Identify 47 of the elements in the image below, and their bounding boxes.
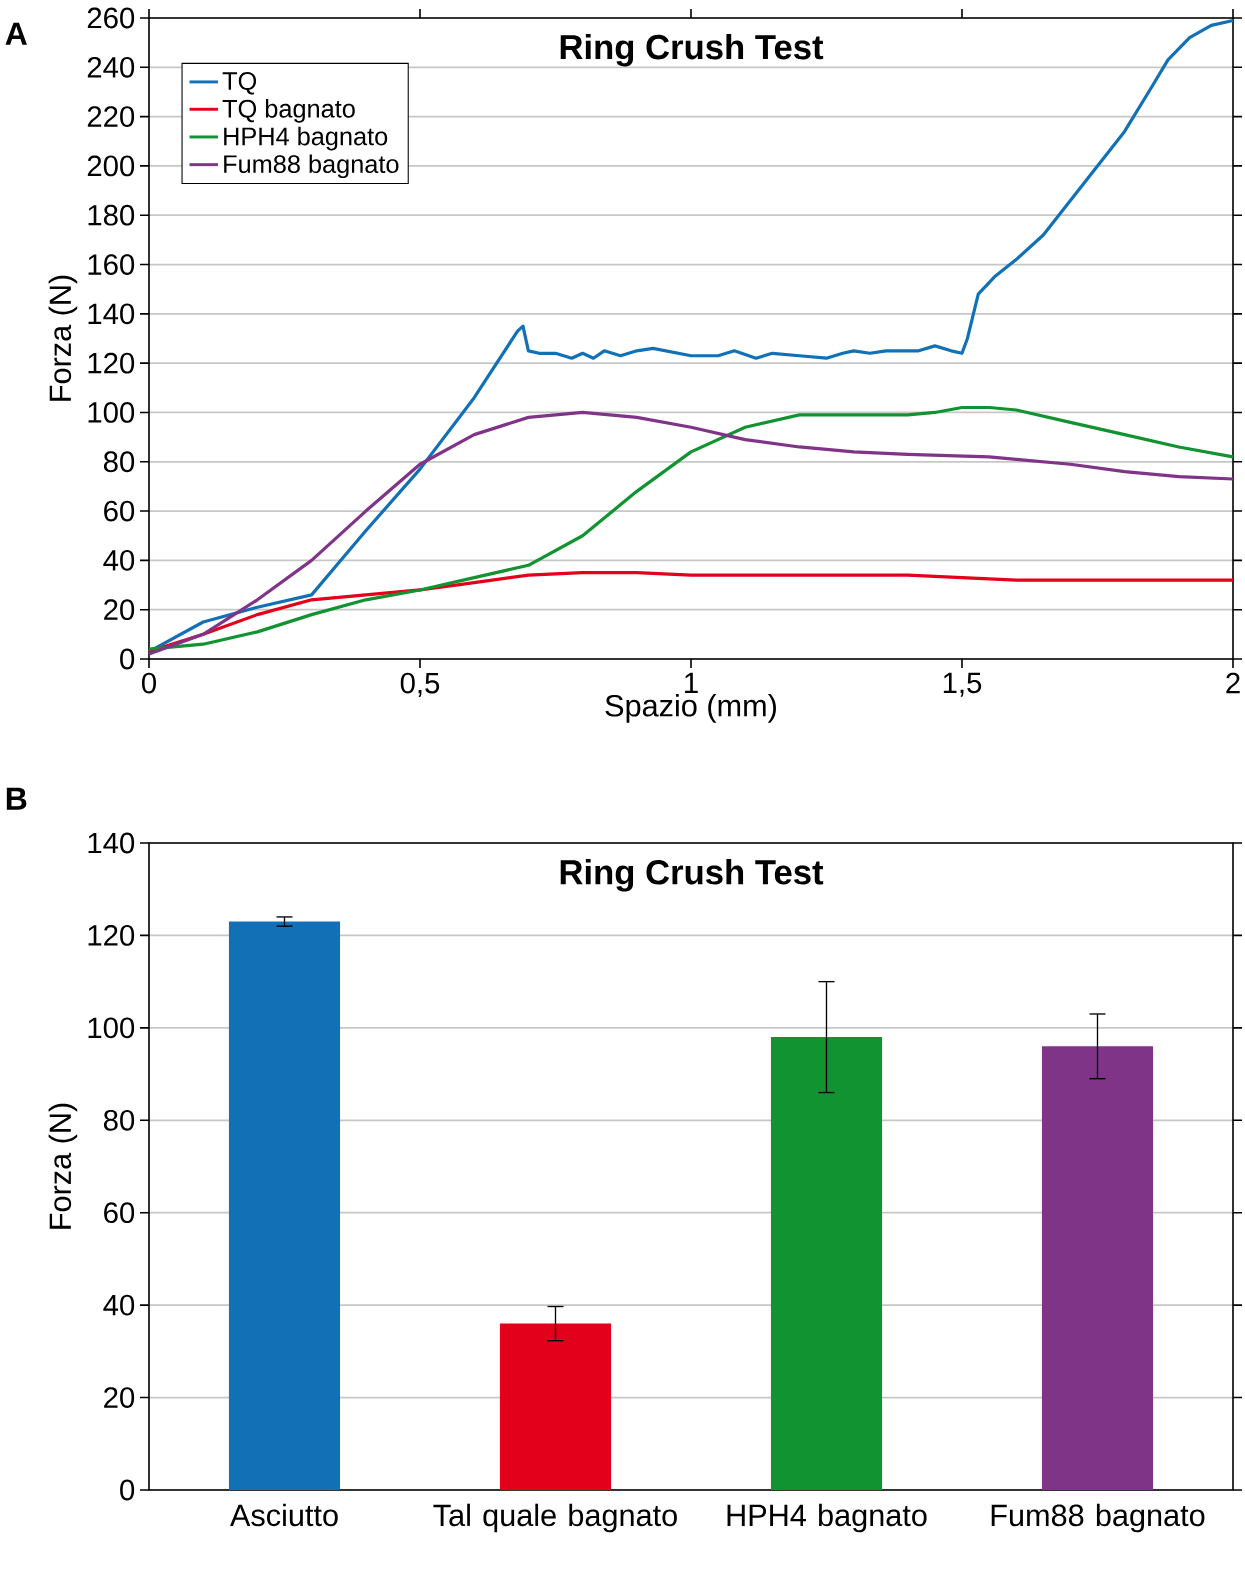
y-tick-label: 120 [88, 925, 135, 946]
x-tick-label: 2 [1226, 672, 1240, 694]
y-tick-label: 0 [120, 1479, 135, 1501]
x-tick-label: 1,5 [943, 672, 982, 697]
y-tick-label: 100 [88, 402, 135, 423]
y-tick-label: 200 [87, 155, 135, 177]
y-tick-label: 140 [88, 303, 135, 325]
text: A [5, 22, 27, 45]
y-tick-label: 40 [103, 549, 135, 571]
y-tick-label: 0 [120, 648, 135, 670]
x-axis-title: Spazio (mm) [605, 694, 776, 723]
y-tick-label: 260 [87, 7, 135, 29]
y-tick-label: 60 [104, 1202, 135, 1224]
x-tick-label: Asciutto [230, 1503, 338, 1527]
chart-title: Ring Crush Test [560, 859, 824, 892]
y-tick-label: 240 [87, 56, 135, 78]
chart-title: Ring Crush Test [560, 33, 824, 67]
x-tick-label: HPH4 bagnato [727, 1503, 927, 1533]
x-tick-label: 1 [685, 672, 698, 693]
y-tick-label: 80 [103, 451, 135, 473]
y-tick-label: 80 [103, 1109, 135, 1131]
legend-label: Fum88 bagnato [224, 154, 399, 179]
y-tick-label: 60 [104, 500, 135, 522]
y-tick-label: 220 [87, 106, 135, 127]
y-tick-label: 20 [104, 1387, 135, 1408]
y-tick-label: 180 [88, 204, 135, 226]
y-axis-title: Forza (N) [48, 1103, 78, 1229]
y-tick-label: 40 [103, 1294, 135, 1316]
y-tick-label: 120 [88, 352, 135, 374]
y-tick-label: 20 [104, 599, 135, 621]
legend-label: TQ bagnato [222, 99, 355, 123]
bar [228, 921, 341, 1490]
legend-label: HPH4 bagnato [224, 126, 388, 151]
x-tick-label: 0 [141, 672, 156, 694]
y-tick-label: 140 [88, 832, 135, 854]
y-axis-title: Forza (N) [48, 275, 78, 401]
legend-label: TQ [222, 72, 257, 95]
bar [499, 1323, 612, 1490]
line-series [147, 18, 1235, 654]
y-tick-label: 100 [88, 1017, 135, 1039]
x-tick-label: 0,5 [400, 672, 440, 697]
bar [770, 1037, 883, 1490]
y-tick-label: 160 [88, 254, 135, 275]
x-tick-label: Fum88 bagnato [991, 1503, 1205, 1533]
x-tick-label: Tal quale bagnato [433, 1503, 677, 1533]
bar [1041, 1046, 1154, 1490]
text: B [6, 787, 27, 810]
